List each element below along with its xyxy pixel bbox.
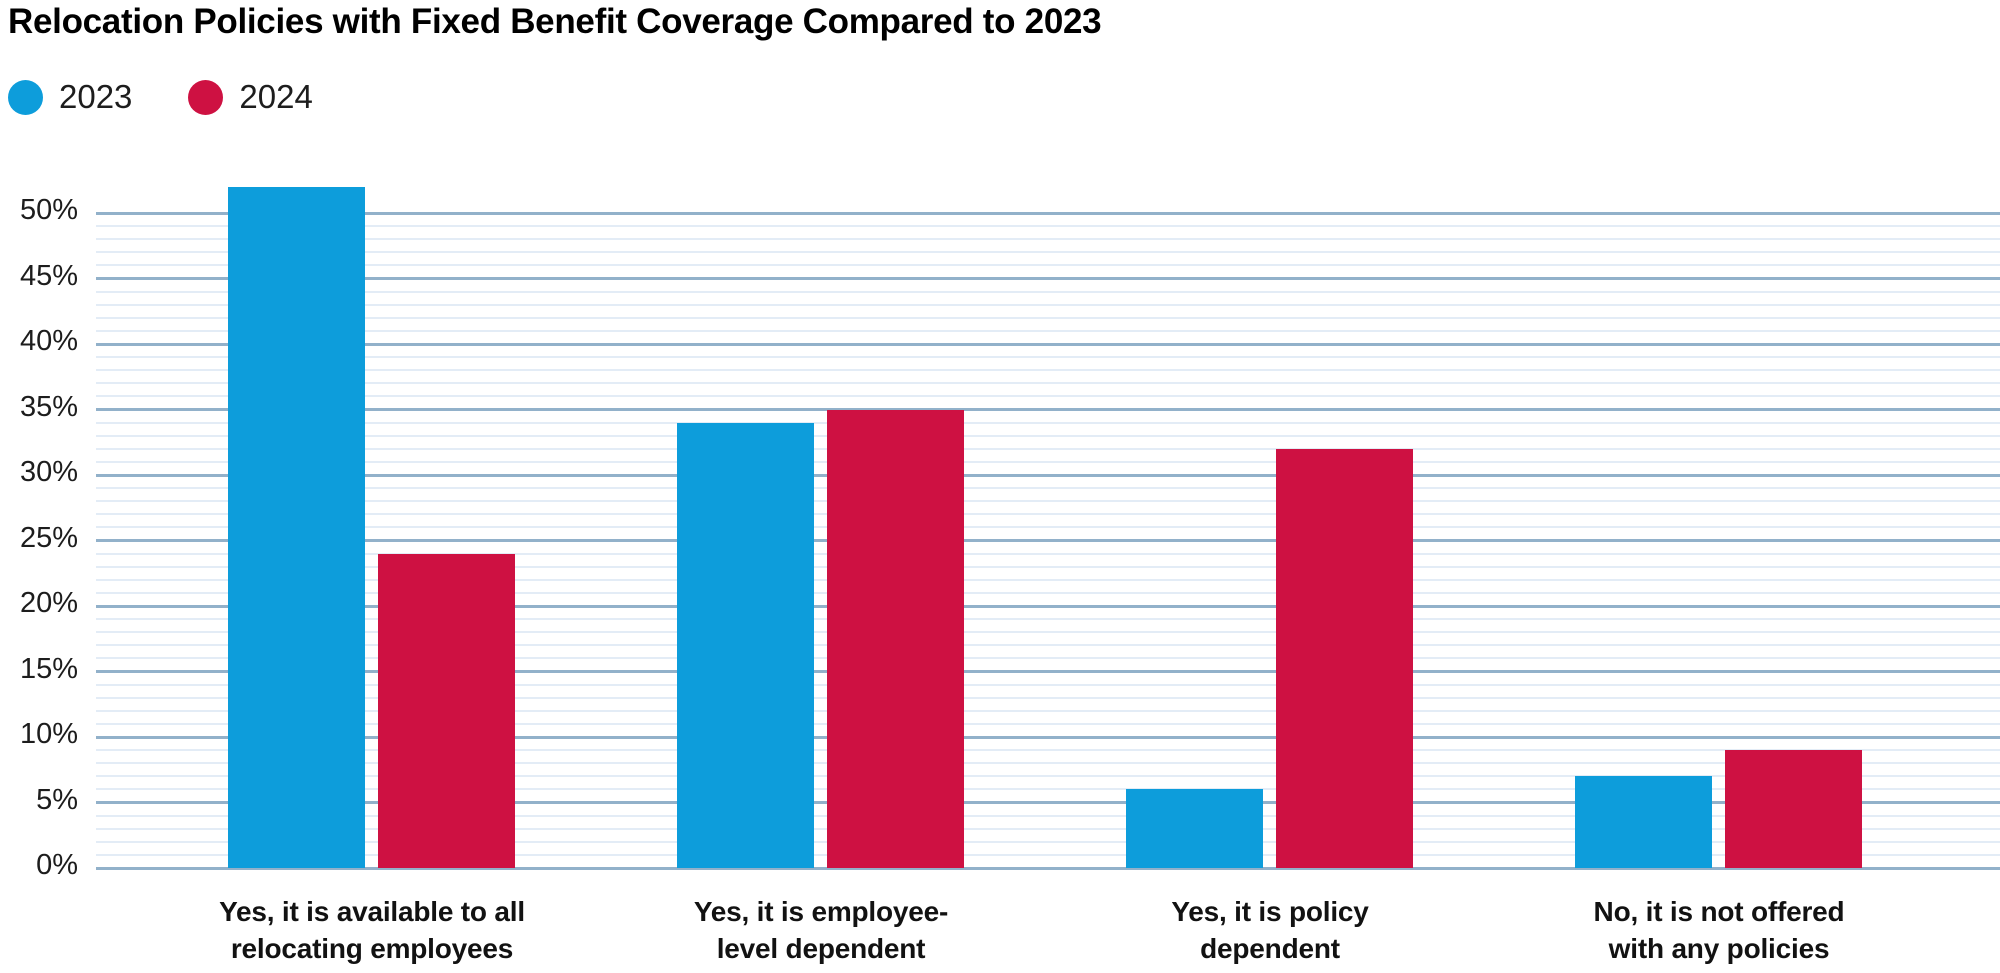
minor-gridline (96, 395, 2000, 398)
legend-label-2023: 2023 (59, 78, 133, 115)
minor-gridline (96, 814, 2000, 817)
minor-gridline (96, 683, 2000, 686)
minor-gridline (96, 460, 2000, 463)
minor-gridline (96, 775, 2000, 778)
minor-gridline (96, 264, 2000, 267)
major-gridline (96, 866, 2000, 870)
minor-gridline (96, 382, 2000, 385)
bar-2023-group-1 (228, 186, 365, 868)
y-tick-label: 20% (19, 587, 78, 619)
minor-gridline (96, 238, 2000, 241)
legend-item-2023: 2023 (8, 78, 132, 116)
minor-gridline (96, 513, 2000, 516)
major-gridline (96, 539, 2000, 542)
minor-gridline (96, 853, 2000, 856)
minor-gridline (96, 329, 2000, 332)
minor-gridline (96, 434, 2000, 437)
major-gridline (96, 473, 2000, 477)
minor-gridline (96, 552, 2000, 555)
major-gridline (96, 408, 2000, 411)
minor-gridline (96, 788, 2000, 791)
minor-gridline (96, 696, 2000, 699)
major-gridline (96, 801, 2000, 804)
minor-gridline (96, 591, 2000, 594)
major-gridline (96, 604, 2000, 608)
y-tick-label: 25% (19, 521, 78, 554)
legend-swatch-2024-icon (188, 79, 224, 115)
bar-2024-group-2 (827, 409, 964, 868)
category-label: Yes, it is available to all relocating e… (219, 896, 525, 964)
y-tick-label: 50% (19, 194, 78, 226)
y-tick-label: 0% (36, 849, 78, 881)
minor-gridline (96, 722, 2000, 725)
minor-gridline (96, 421, 2000, 424)
bar-2024-group-3 (1276, 448, 1413, 868)
chart-title: Relocation Policies with Fixed Benefit C… (8, 2, 1102, 41)
category-label: Yes, it is employee- level dependent (693, 896, 949, 964)
minor-gridline (96, 290, 2000, 293)
minor-gridline (96, 618, 2000, 621)
minor-gridline (96, 526, 2000, 529)
minor-gridline (96, 709, 2000, 712)
plot-area (96, 180, 2000, 870)
minor-gridline (96, 447, 2000, 450)
y-tick-label: 30% (19, 456, 78, 488)
chart-legend: 2023 2024 (8, 78, 313, 116)
category-label: No, it is not offered with any policies (1593, 896, 1845, 964)
minor-gridline (96, 631, 2000, 634)
y-tick-label: 5% (36, 783, 78, 816)
major-gridline (96, 277, 2000, 280)
y-tick-label: 35% (19, 390, 78, 423)
bar-2023-group-3 (1126, 789, 1263, 868)
y-axis: 0% 5% 10% 15% 20% 25% 30% 35% 40% 45% 50% (0, 0, 78, 973)
bar-2024-group-4 (1725, 750, 1862, 868)
y-tick-label: 15% (19, 652, 78, 685)
category-label: Yes, it is policy dependent (1171, 896, 1369, 964)
major-gridline (96, 342, 2000, 346)
major-gridline (96, 670, 2000, 673)
minor-gridline (96, 487, 2000, 490)
minor-gridline (96, 500, 2000, 503)
minor-gridline (96, 251, 2000, 254)
minor-gridline (96, 316, 2000, 319)
y-tick-label: 10% (19, 718, 78, 750)
major-gridline (96, 211, 2000, 215)
minor-gridline (96, 356, 2000, 359)
major-gridline (96, 735, 2000, 739)
minor-gridline (96, 840, 2000, 843)
minor-gridline (96, 749, 2000, 752)
bar-2024-group-1 (378, 553, 515, 868)
minor-gridline (96, 657, 2000, 660)
minor-gridline (96, 225, 2000, 228)
minor-gridline (96, 565, 2000, 568)
minor-gridline (96, 644, 2000, 647)
minor-gridline (96, 369, 2000, 372)
bar-2023-group-4 (1575, 776, 1712, 868)
minor-gridline (96, 578, 2000, 581)
y-tick-label: 40% (19, 325, 78, 357)
minor-gridline (96, 303, 2000, 306)
legend-label-2024: 2024 (239, 78, 313, 115)
legend-item-2024: 2024 (188, 78, 313, 116)
bar-2023-group-2 (677, 422, 814, 868)
y-tick-label: 45% (19, 259, 78, 292)
legend-swatch-2023-icon (8, 79, 43, 115)
minor-gridline (96, 762, 2000, 765)
minor-gridline (96, 827, 2000, 830)
